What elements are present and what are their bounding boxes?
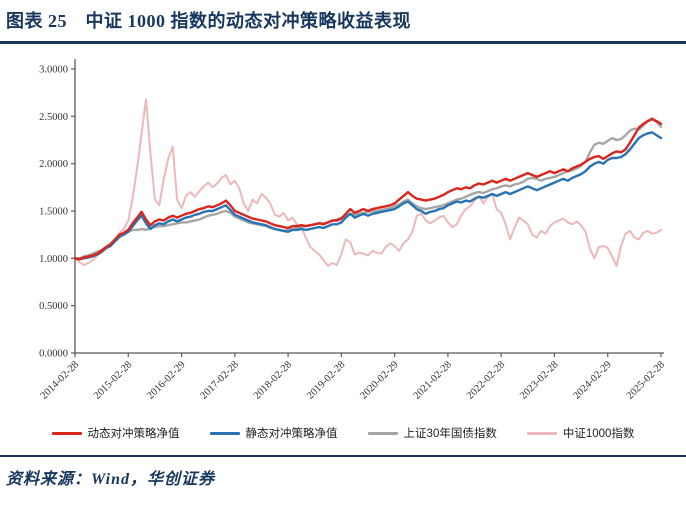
chart-area: 0.0000 0.5000 1.0000 1.5000 2.0000 2.5000 3.00… [0,47,686,419]
header-divider [0,41,686,44]
x-tick-label: 2014-02-28 [39,359,81,401]
y-tick-label: 1.5000 [39,207,68,218]
chart-legend: 动态对冲策略净值 静态对冲策略净值 上证30年国债指数 中证1000指数 [0,419,686,447]
legend-line-swatch-pink [526,431,557,435]
legend-item-grey: 上证30年国债指数 [367,425,497,441]
x-tick-label: 2025-02-28 [625,359,667,401]
legend-label: 动态对冲策略净值 [87,428,180,440]
legend-line-swatch-red [51,431,82,435]
y-tick-label: 3.0000 [39,65,68,76]
y-tick-label: 0.5000 [39,301,68,312]
figure-header: 图表 25 中证 1000 指数的动态对冲策略收益表现 [0,0,686,37]
x-tick-label: 2021-02-28 [412,359,454,401]
legend-line-swatch-blue [209,431,240,435]
y-tick-label: 2.5000 [39,112,68,123]
x-tick-label: 2019-02-28 [305,359,347,401]
x-tick-label: 2023-02-28 [518,359,560,401]
x-tick-label: 2018-02-28 [252,359,294,401]
figure-title: 图表 25 中证 1000 指数的动态对冲策略收益表现 [6,11,411,31]
source-note: 资料来源：Wind，华创证券 [6,471,215,488]
y-tick-label: 1.0000 [39,254,68,265]
x-tick-label: 2024-02-29 [571,359,613,401]
series-line-red [73,117,663,261]
legend-item-blue: 静态对冲策略净值 [209,425,338,441]
x-tick-label: 2015-02-28 [92,359,134,401]
footer-divider [0,455,686,457]
y-tick-label: 2.0000 [39,159,68,170]
legend-label: 中证1000指数 [562,428,635,440]
legend-label: 静态对冲策略净值 [245,428,338,440]
series-line-blue [73,131,663,261]
x-tick-label: 2016-02-29 [145,359,187,401]
x-tick-label: 2017-02-28 [199,359,241,401]
line-chart: 0.0000 0.5000 1.0000 1.5000 2.0000 2.5000 3.00… [39,59,667,402]
legend-item-pink: 中证1000指数 [526,425,635,441]
legend-label: 上证30年国债指数 [403,428,497,440]
series-line-pink [74,98,662,267]
y-tick-label: 0.0000 [39,349,68,360]
legend-line-swatch-grey [367,431,398,435]
legend-item-red: 动态对冲策略净值 [51,425,180,441]
x-tick-label: 2020-02-29 [358,359,400,401]
x-tick-label: 2022-02-28 [465,359,507,401]
